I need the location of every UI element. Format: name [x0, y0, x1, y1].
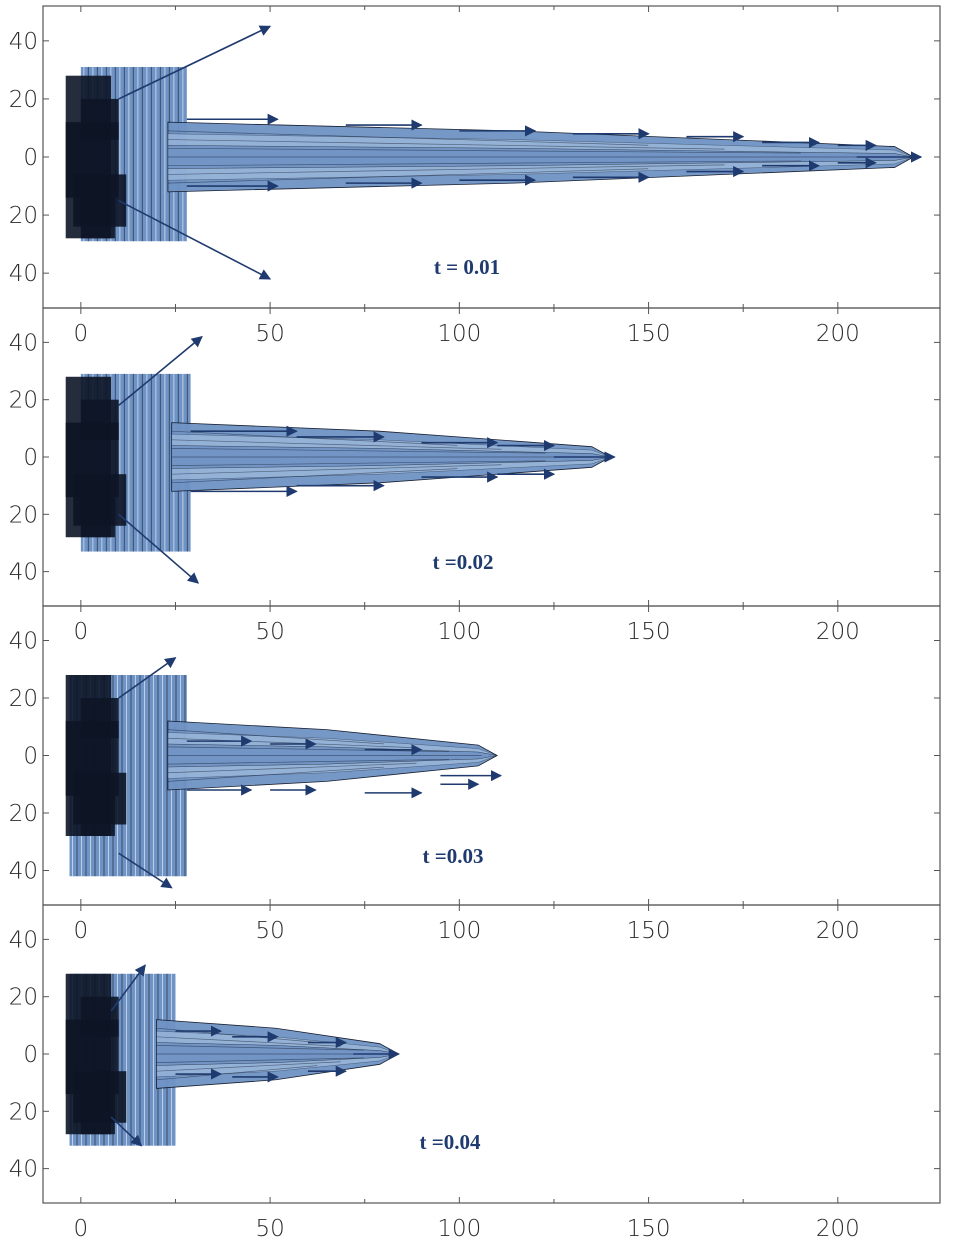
velocity-arrow — [118, 657, 177, 699]
time-annotation: t =0.03 — [423, 844, 484, 868]
jet-streak — [171, 460, 546, 466]
jet-streak — [156, 1065, 318, 1081]
dark-cluster — [80, 197, 115, 239]
y-tick-label: 40 — [9, 330, 38, 356]
x-tick-label: 50 — [255, 1216, 284, 1242]
dark-cluster — [80, 399, 119, 440]
y-tick-label: 20 — [9, 502, 38, 528]
dark-cluster — [80, 497, 115, 538]
jet-streak — [167, 737, 417, 749]
jet-streak — [171, 464, 502, 475]
jet-streak — [171, 448, 546, 454]
y-tick-label: 20 — [9, 985, 38, 1011]
y-tick-label: 40 — [9, 629, 38, 655]
dark-cluster — [80, 98, 119, 140]
jet-streak — [167, 729, 384, 745]
jet-streak — [167, 160, 801, 167]
jet-streak — [167, 164, 725, 175]
jet-streak — [156, 1045, 365, 1051]
velocity-arrow — [110, 964, 146, 1012]
jet-streak — [167, 766, 384, 782]
y-tick-label: 40 — [9, 29, 38, 55]
dark-cluster — [80, 1094, 115, 1135]
y-tick-label: 20 — [9, 203, 38, 229]
velocity-arrow — [118, 335, 203, 407]
x-tick-label: 150 — [627, 1216, 671, 1242]
time-annotation: t = 0.01 — [434, 255, 500, 279]
dark-cluster — [80, 795, 115, 836]
jet-streak — [171, 430, 458, 446]
jet-streak — [167, 762, 417, 774]
x-tick-label: 200 — [816, 918, 860, 944]
y-tick-label: 0 — [23, 744, 38, 770]
velocity-arrow — [110, 1116, 143, 1147]
y-tick-label: 20 — [9, 686, 38, 712]
x-tick-label: 100 — [437, 918, 481, 944]
x-tick-label: 0 — [74, 321, 89, 347]
dark-cluster — [80, 698, 119, 739]
dark-cluster — [80, 996, 119, 1037]
x-tick-label: 50 — [255, 321, 284, 347]
x-tick-label: 0 — [74, 918, 89, 944]
x-tick-label: 50 — [255, 918, 284, 944]
velocity-arrow — [118, 513, 200, 584]
x-tick-label: 100 — [437, 321, 481, 347]
x-tick-label: 200 — [816, 619, 860, 645]
x-tick-label: 100 — [437, 1216, 481, 1242]
jet-streak — [167, 147, 801, 154]
y-tick-label: 0 — [23, 445, 38, 471]
x-tick-label: 200 — [816, 1216, 860, 1242]
jet-streak — [167, 130, 649, 146]
jet-streak — [156, 1036, 341, 1047]
y-tick-label: 20 — [9, 1099, 38, 1125]
jet-streak — [167, 759, 450, 765]
y-tick-label: 0 — [23, 1042, 38, 1068]
x-tick-label: 50 — [255, 619, 284, 645]
x-tick-label: 100 — [437, 619, 481, 645]
jet-streak — [167, 168, 649, 184]
y-tick-label: 20 — [9, 87, 38, 113]
velocity-arrow — [118, 852, 173, 889]
time-annotation: t =0.04 — [420, 1130, 481, 1154]
y-tick-label: 40 — [9, 927, 38, 953]
velocity-arrow — [118, 199, 272, 280]
jet-streak — [171, 468, 458, 484]
x-tick-label: 150 — [627, 321, 671, 347]
jet-streak — [171, 439, 502, 450]
x-tick-label: 0 — [74, 619, 89, 645]
jet-streak — [156, 1061, 341, 1072]
y-tick-label: 20 — [9, 801, 38, 827]
x-tick-label: 150 — [627, 918, 671, 944]
x-tick-label: 200 — [816, 321, 860, 347]
time-annotation: t =0.02 — [433, 550, 494, 574]
x-tick-label: 150 — [627, 619, 671, 645]
y-tick-label: 40 — [9, 560, 38, 586]
jet-streak — [167, 139, 725, 150]
jet-streak — [156, 1057, 365, 1063]
y-tick-label: 0 — [23, 145, 38, 171]
velocity-arrow — [118, 25, 272, 100]
y-tick-label: 20 — [9, 388, 38, 414]
x-tick-label: 0 — [74, 1216, 89, 1242]
y-tick-label: 40 — [9, 859, 38, 885]
y-tick-label: 40 — [9, 261, 38, 287]
y-tick-label: 40 — [9, 1157, 38, 1183]
